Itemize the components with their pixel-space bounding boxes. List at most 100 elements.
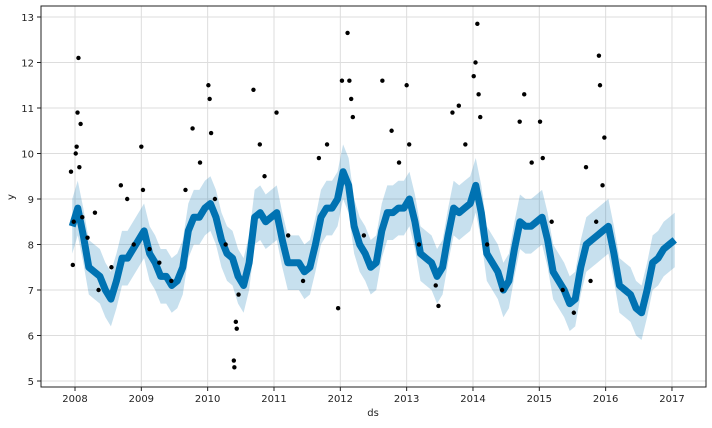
- observed-point: [208, 130, 214, 136]
- observed-point: [596, 53, 602, 58]
- x-tick-label: 2008: [62, 394, 87, 405]
- observed-point: [124, 196, 130, 202]
- observed-point: [347, 78, 352, 83]
- observed-point: [76, 55, 81, 61]
- observed-point: [96, 287, 101, 293]
- observed-point: [471, 73, 476, 79]
- observed-point: [274, 110, 279, 115]
- y-tick-label: 11: [21, 104, 34, 115]
- observed-point: [109, 265, 114, 270]
- observed-point: [436, 303, 441, 309]
- observed-point: [212, 196, 218, 202]
- observed-point: [262, 174, 267, 179]
- y-tick-label: 12: [21, 59, 34, 70]
- x-tick-label: 2017: [659, 394, 684, 405]
- y-axis-label: y: [6, 194, 17, 200]
- y-tick-label: 8: [28, 241, 34, 252]
- x-tick-label: 2010: [195, 394, 220, 405]
- observed-point: [345, 30, 350, 36]
- observed-point: [396, 160, 402, 165]
- observed-point: [285, 233, 291, 238]
- observed-point: [231, 358, 237, 363]
- observed-point: [416, 242, 422, 247]
- observed-point: [361, 233, 367, 238]
- observed-point: [593, 219, 599, 224]
- observed-point: [600, 183, 605, 188]
- observed-point: [197, 160, 203, 165]
- observed-point: [157, 260, 162, 265]
- observed-point: [147, 246, 152, 252]
- observed-point: [335, 306, 341, 311]
- observed-point: [475, 21, 480, 27]
- forecast-line: [68, 168, 677, 317]
- observed-point: [463, 142, 468, 147]
- observed-point: [339, 78, 345, 83]
- observed-point: [73, 151, 78, 156]
- observed-point: [85, 235, 90, 240]
- observed-point: [588, 278, 593, 284]
- observed-point: [478, 114, 483, 120]
- y-tick-label: 10: [21, 150, 34, 161]
- observed-point: [350, 114, 356, 120]
- observed-point: [348, 96, 354, 102]
- y-tick-label: 9: [28, 195, 34, 206]
- observed-point: [433, 283, 438, 288]
- observed-point: [71, 219, 76, 224]
- observed-point: [316, 155, 322, 161]
- observed-point: [522, 92, 527, 97]
- observed-point: [404, 83, 409, 88]
- observed-point: [68, 169, 74, 174]
- observed-point: [549, 219, 554, 224]
- y-tick-label: 5: [28, 377, 34, 388]
- observed-point: [251, 87, 256, 93]
- observed-point: [80, 215, 85, 220]
- observed-point: [560, 287, 565, 293]
- x-tick-label: 2015: [527, 394, 552, 405]
- observed-point: [499, 287, 505, 293]
- observed-point: [92, 210, 98, 215]
- observed-point: [131, 242, 136, 247]
- observed-point: [484, 242, 490, 247]
- observed-point: [169, 278, 174, 284]
- x-tick-label: 2012: [328, 394, 353, 405]
- observed-point: [139, 144, 144, 149]
- observed-point: [75, 110, 80, 115]
- observed-point: [190, 126, 195, 131]
- observed-point: [597, 83, 603, 88]
- observed-point: [537, 119, 543, 124]
- observed-point: [456, 103, 462, 108]
- x-tick-label: 2009: [129, 394, 154, 405]
- y-tick-label: 6: [28, 332, 34, 343]
- y-tick-label: 13: [21, 13, 34, 24]
- observed-point: [74, 144, 79, 149]
- observed-point: [540, 155, 545, 161]
- observed-point: [233, 319, 239, 325]
- yhat-line: [68, 168, 677, 317]
- observed-point: [140, 187, 146, 193]
- observed-point: [236, 292, 241, 297]
- x-tick-label: 2011: [261, 394, 286, 405]
- observed-point: [183, 187, 188, 193]
- observed-point: [602, 135, 607, 140]
- x-tick-label: 2014: [460, 394, 485, 405]
- x-axis: 2008 2009 2010 2011 2012 2013 2014 2015 2016 2017: [62, 387, 685, 405]
- observed-point: [473, 60, 478, 65]
- observed-point: [70, 262, 76, 268]
- observed-point: [234, 326, 239, 331]
- observed-point: [571, 310, 577, 315]
- observed-point: [583, 164, 589, 170]
- observed-point: [380, 78, 385, 83]
- observed-point: [78, 121, 83, 127]
- observed-point: [389, 128, 394, 133]
- y-axis: 5 6 7 8 9 10 11 12 13: [21, 13, 41, 388]
- observed-point: [118, 183, 124, 188]
- observed-point: [207, 96, 212, 102]
- x-tick-label: 2016: [593, 394, 618, 405]
- observed-point: [206, 83, 211, 88]
- observed-point: [406, 142, 412, 147]
- observed-point: [300, 278, 306, 284]
- observed-point: [232, 365, 237, 370]
- observed-point: [77, 164, 82, 170]
- observed-point: [324, 142, 330, 147]
